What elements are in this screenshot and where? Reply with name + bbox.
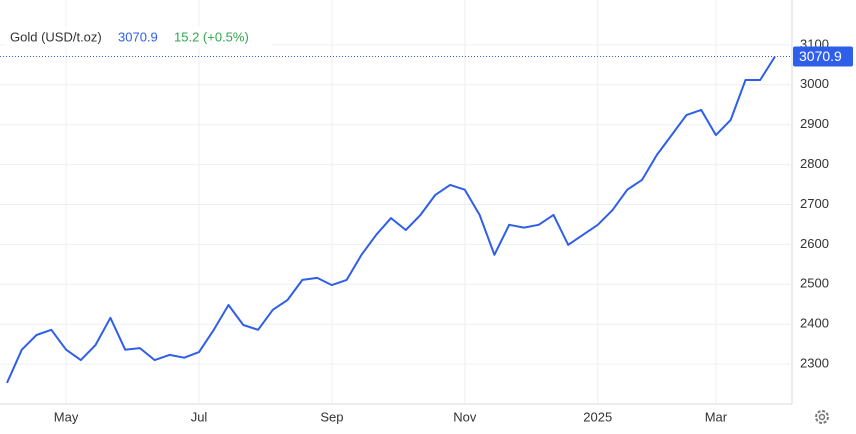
y-tick-label: 2400 <box>800 316 829 331</box>
x-tick-label: May <box>54 409 79 424</box>
x-tick-label: Jul <box>191 409 208 424</box>
x-tick-label: Sep <box>320 409 343 424</box>
plot <box>0 55 792 384</box>
legend-bg <box>4 26 272 48</box>
x-tick-label: Nov <box>453 409 477 424</box>
price-line <box>6 55 776 384</box>
last-value-tag <box>793 46 853 67</box>
x-tick-label: 2025 <box>583 409 612 424</box>
y-tick-label: 2900 <box>800 116 829 131</box>
x-tick-label: Mar <box>705 409 728 424</box>
y-tick-label: 2600 <box>800 236 829 251</box>
last-price: 3070.9 <box>118 29 158 44</box>
chart-title: Gold (USD/t.oz) <box>10 29 102 44</box>
last-value-label: 3070.9 <box>799 48 842 64</box>
settings-icon[interactable] <box>815 410 829 424</box>
y-tick-label: 2300 <box>800 356 829 371</box>
price-change: 15.2 (+0.5%) <box>174 29 249 44</box>
y-tick-label: 2500 <box>800 276 829 291</box>
y-tick-label: 2800 <box>800 156 829 171</box>
y-tick-label: 3000 <box>800 76 829 91</box>
y-tick-label: 2700 <box>800 196 829 211</box>
